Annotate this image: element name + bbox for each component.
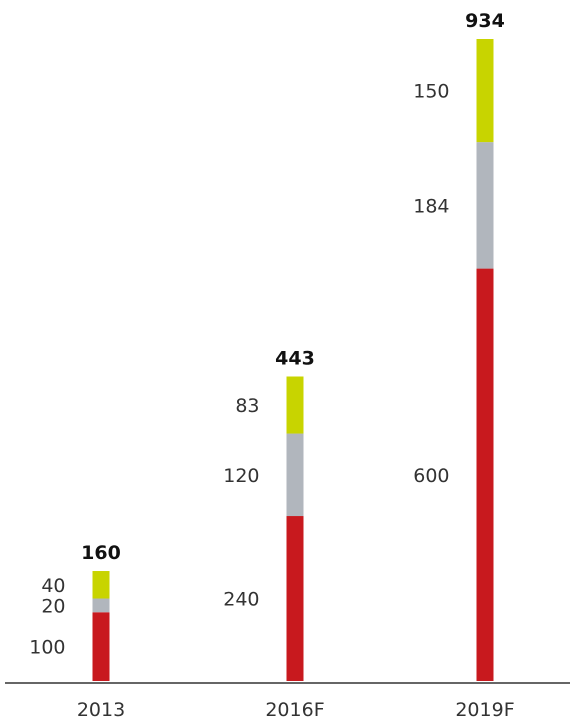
segment-label-2016F-2: 83: [235, 395, 259, 417]
segment-label-2019F-0: 600: [413, 465, 449, 487]
segment-label-2019F-1: 184: [413, 195, 449, 217]
bar-segment-2019F-2: [476, 39, 494, 143]
segment-label-2013-1: 20: [41, 595, 65, 617]
bar-segment-2013-1: [92, 598, 110, 613]
segment-label-2013-2: 40: [41, 575, 65, 597]
bar-segment-2019F-1: [476, 142, 494, 269]
segment-label-2016F-0: 240: [223, 589, 259, 611]
segment-label-2013-0: 100: [29, 637, 65, 659]
bar-segment-2013-2: [92, 571, 110, 599]
x-tick-label-2013: 2013: [77, 699, 125, 721]
segment-label-2019F-2: 150: [413, 81, 449, 103]
total-label-2019F: 934: [465, 10, 505, 32]
bar-segment-2013-0: [92, 612, 110, 681]
x-tick-label-2016F: 2016F: [265, 699, 324, 721]
total-label-2016F: 443: [275, 347, 315, 369]
bars-layer: [92, 39, 494, 681]
bar-segment-2016F-0: [286, 516, 304, 681]
total-label-2013: 160: [81, 542, 121, 564]
bar-segment-2016F-1: [286, 433, 304, 517]
x-axis-ticks: 2013 2016F 2019F: [77, 699, 515, 721]
segment-label-2016F-1: 120: [223, 465, 259, 487]
bar-segment-2019F-0: [476, 268, 494, 681]
bar-segment-2016F-2: [286, 376, 304, 434]
x-tick-label-2019F: 2019F: [455, 699, 514, 721]
